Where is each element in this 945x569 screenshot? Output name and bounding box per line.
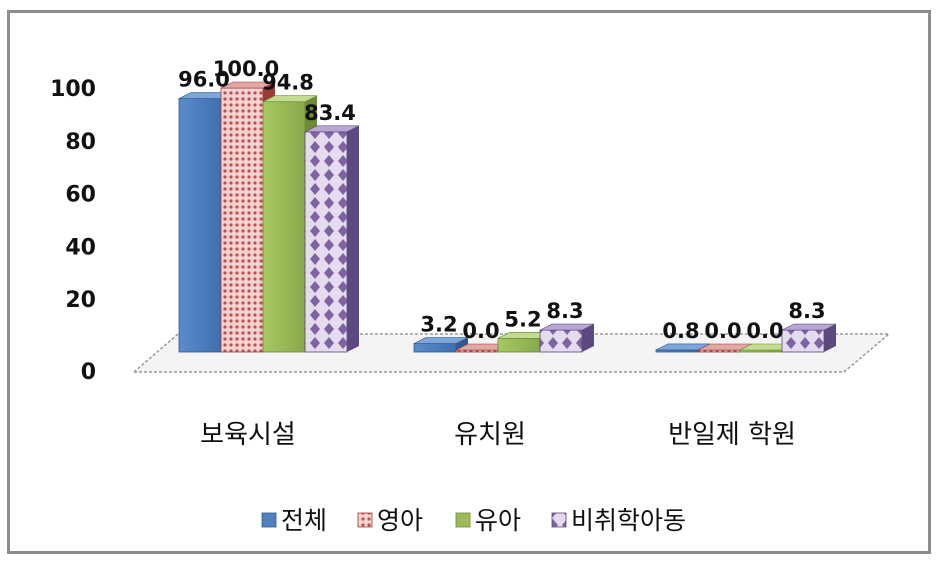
legend-label: 영아 — [377, 506, 423, 535]
y-tick-label: 0 — [81, 360, 96, 385]
data-label: 3.2 — [420, 313, 457, 337]
bar-1-0 — [220, 87, 264, 353]
data-label: 83.4 — [304, 101, 356, 125]
legend-swatch — [455, 512, 471, 528]
legend-swatch — [261, 512, 277, 528]
bar-2-1 — [497, 337, 541, 353]
data-label: 0.0 — [746, 319, 783, 343]
data-label: 0.8 — [662, 319, 699, 343]
legend-swatch — [357, 512, 373, 528]
legend-label: 유아 — [475, 506, 521, 535]
legend-swatch — [551, 512, 567, 528]
y-tick-label: 40 — [65, 235, 96, 260]
bar-0-0 — [178, 98, 222, 353]
data-label: 8.3 — [788, 299, 825, 323]
legend-label: 전체 — [281, 506, 327, 535]
category-label: 유치원 — [454, 420, 526, 450]
category-label: 보육시설 — [200, 420, 296, 450]
data-label: 96.0 — [178, 68, 230, 92]
category-label: 반일제 학원 — [668, 420, 796, 450]
chart-frame — [7, 10, 931, 554]
bar-2-0 — [262, 101, 306, 353]
y-tick-label: 20 — [65, 288, 96, 313]
bar-side-3-0 — [347, 125, 359, 352]
legend-label: 비취학아동 — [571, 506, 686, 535]
bar-side-3-1 — [582, 324, 594, 352]
bar-0-2 — [655, 349, 699, 353]
y-tick-label: 60 — [65, 183, 96, 208]
bar-3-0 — [304, 131, 348, 353]
data-label: 100.0 — [213, 57, 279, 81]
data-label: 0.0 — [462, 319, 499, 343]
bar-0-1 — [413, 343, 457, 353]
data-label: 94.8 — [262, 71, 314, 95]
bar-3-2 — [781, 329, 825, 353]
data-label: 5.2 — [504, 307, 541, 331]
bar-3-1 — [539, 329, 583, 353]
data-label: 0.0 — [704, 319, 741, 343]
y-tick-label: 80 — [65, 130, 96, 155]
data-label: 8.3 — [546, 299, 583, 323]
y-tick-label: 100 — [50, 77, 96, 102]
bar-side-3-2 — [824, 324, 836, 352]
